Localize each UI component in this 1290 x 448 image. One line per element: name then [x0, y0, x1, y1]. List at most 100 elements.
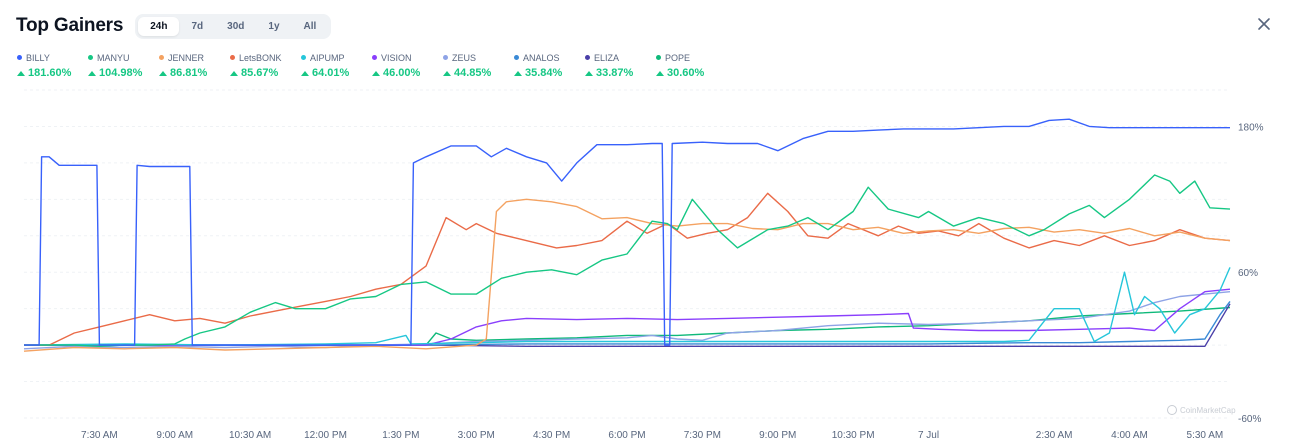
x-tick-label: 4:00 AM — [1111, 430, 1148, 441]
legend-item-analos[interactable]: ANALOS 35.84% — [514, 52, 582, 79]
legend-item-eliza[interactable]: ELIZA 33.87% — [585, 52, 653, 79]
legend-name: BILLY — [17, 52, 85, 63]
legend-label: AIPUMP — [310, 52, 345, 63]
x-tick-label: 10:30 PM — [832, 430, 875, 441]
legend-label: POPE — [665, 52, 691, 63]
range-tab-24h[interactable]: 24h — [138, 16, 180, 36]
legend-dot-icon — [585, 55, 590, 60]
legend-change-value: 46.00% — [383, 67, 421, 79]
x-tick-label: 9:00 AM — [156, 430, 193, 441]
legend-change-value: 44.85% — [454, 67, 492, 79]
series-line-vision[interactable] — [24, 288, 1231, 346]
series-lines — [23, 118, 1231, 352]
x-tick-label: 3:00 PM — [458, 430, 495, 441]
legend-change-value: 64.01% — [312, 67, 350, 79]
legend-item-pope[interactable]: POPE 30.60% — [656, 52, 724, 79]
x-tick-label: 2:30 AM — [1036, 430, 1073, 441]
legend-dot-icon — [17, 55, 22, 60]
legend-item-manyu[interactable]: MANYU 104.98% — [88, 52, 156, 79]
legend-label: MANYU — [97, 52, 130, 63]
legend-change-value: 85.67% — [241, 67, 279, 79]
legend-dot-icon — [159, 55, 164, 60]
legend-change-value: 30.60% — [667, 67, 705, 79]
legend-change-value: 35.84% — [525, 67, 563, 79]
y-tick-label: -60% — [1238, 414, 1261, 425]
legend-change-value: 86.81% — [170, 67, 208, 79]
panel-title: Top Gainers — [16, 15, 124, 36]
chart-header: Top Gainers 24h 7d 30d 1y All — [16, 12, 332, 40]
legend-item-zeus[interactable]: ZEUS 44.85% — [443, 52, 511, 79]
legend-dot-icon — [656, 55, 661, 60]
legend-item-letsbonk[interactable]: LetsBONK 85.67% — [230, 52, 298, 79]
y-tick-label: 60% — [1238, 268, 1258, 279]
legend-change: 64.01% — [301, 67, 369, 79]
legend-name: AIPUMP — [301, 52, 369, 63]
legend-dot-icon — [230, 55, 235, 60]
legend-name: MANYU — [88, 52, 156, 63]
legend-dot-icon — [301, 55, 306, 60]
range-tab-1y[interactable]: 1y — [268, 20, 280, 32]
legend-change: 86.81% — [159, 67, 227, 79]
up-triangle-icon — [159, 70, 167, 76]
up-triangle-icon — [585, 70, 593, 76]
legend-change: 35.84% — [514, 67, 582, 79]
legend-change: 46.00% — [372, 67, 440, 79]
up-triangle-icon — [301, 70, 309, 76]
x-tick-label: 10:30 AM — [229, 430, 271, 441]
legend-label: ZEUS — [452, 52, 477, 63]
series-line-eliza[interactable] — [24, 303, 1231, 347]
up-triangle-icon — [230, 70, 238, 76]
series-line-analos[interactable] — [24, 300, 1231, 346]
watermark-text: CoinMarketCap — [1180, 406, 1236, 415]
legend-name: ZEUS — [443, 52, 511, 63]
legend-label: BILLY — [26, 52, 50, 63]
close-icon[interactable] — [1256, 16, 1272, 32]
x-tick-label: 1:30 PM — [382, 430, 419, 441]
watermark: CoinMarketCap — [1167, 405, 1236, 415]
up-triangle-icon — [656, 70, 664, 76]
legend-dot-icon — [443, 55, 448, 60]
series-line-manyu[interactable] — [24, 174, 1231, 347]
chart-legend: BILLY 181.60% MANYU 104.98% JENNER 86.81% Lets… — [17, 52, 727, 79]
legend-dot-icon — [514, 55, 519, 60]
up-triangle-icon — [17, 70, 25, 76]
up-triangle-icon — [372, 70, 380, 76]
series-line-letsbonk[interactable] — [24, 192, 1231, 346]
x-tick-label: 7:30 AM — [81, 430, 118, 441]
legend-name: VISION — [372, 52, 440, 63]
x-tick-label: 5:30 AM — [1187, 430, 1224, 441]
legend-label: VISION — [381, 52, 412, 63]
range-tab-30d[interactable]: 30d — [227, 20, 245, 32]
legend-change-value: 181.60% — [28, 67, 72, 79]
legend-change: 104.98% — [88, 67, 156, 79]
legend-dot-icon — [372, 55, 377, 60]
series-line-zeus[interactable] — [23, 291, 1231, 350]
time-range-selector: 24h 7d 30d 1y All — [135, 13, 332, 39]
legend-item-aipump[interactable]: AIPUMP 64.01% — [301, 52, 369, 79]
up-triangle-icon — [88, 70, 96, 76]
legend-change: 30.60% — [656, 67, 724, 79]
x-tick-label: 12:00 PM — [304, 430, 347, 441]
x-axis-ticks: 7:30 AM 9:00 AM 10:30 AM 12:00 PM 1:30 PM 3:0… — [81, 430, 1223, 441]
series-line-pope[interactable] — [24, 306, 1231, 346]
legend-name: ELIZA — [585, 52, 653, 63]
legend-change: 33.87% — [585, 67, 653, 79]
legend-item-vision[interactable]: VISION 46.00% — [372, 52, 440, 79]
series-line-jenner[interactable] — [23, 198, 1231, 352]
legend-item-billy[interactable]: BILLY 181.60% — [17, 52, 85, 79]
series-line-billy[interactable] — [24, 118, 1230, 346]
y-tick-label: 180% — [1238, 122, 1264, 133]
range-tab-7d[interactable]: 7d — [191, 20, 204, 32]
up-triangle-icon — [514, 70, 522, 76]
legend-item-jenner[interactable]: JENNER 86.81% — [159, 52, 227, 79]
range-tab-all[interactable]: All — [303, 20, 317, 32]
legend-label: ANALOS — [523, 52, 560, 63]
legend-change: 85.67% — [230, 67, 298, 79]
legend-change: 181.60% — [17, 67, 85, 79]
up-triangle-icon — [443, 70, 451, 76]
x-tick-label: 7:30 PM — [684, 430, 721, 441]
legend-label: LetsBONK — [239, 52, 282, 63]
series-line-aipump[interactable] — [23, 267, 1231, 346]
legend-change-value: 33.87% — [596, 67, 634, 79]
legend-label: JENNER — [168, 52, 205, 63]
